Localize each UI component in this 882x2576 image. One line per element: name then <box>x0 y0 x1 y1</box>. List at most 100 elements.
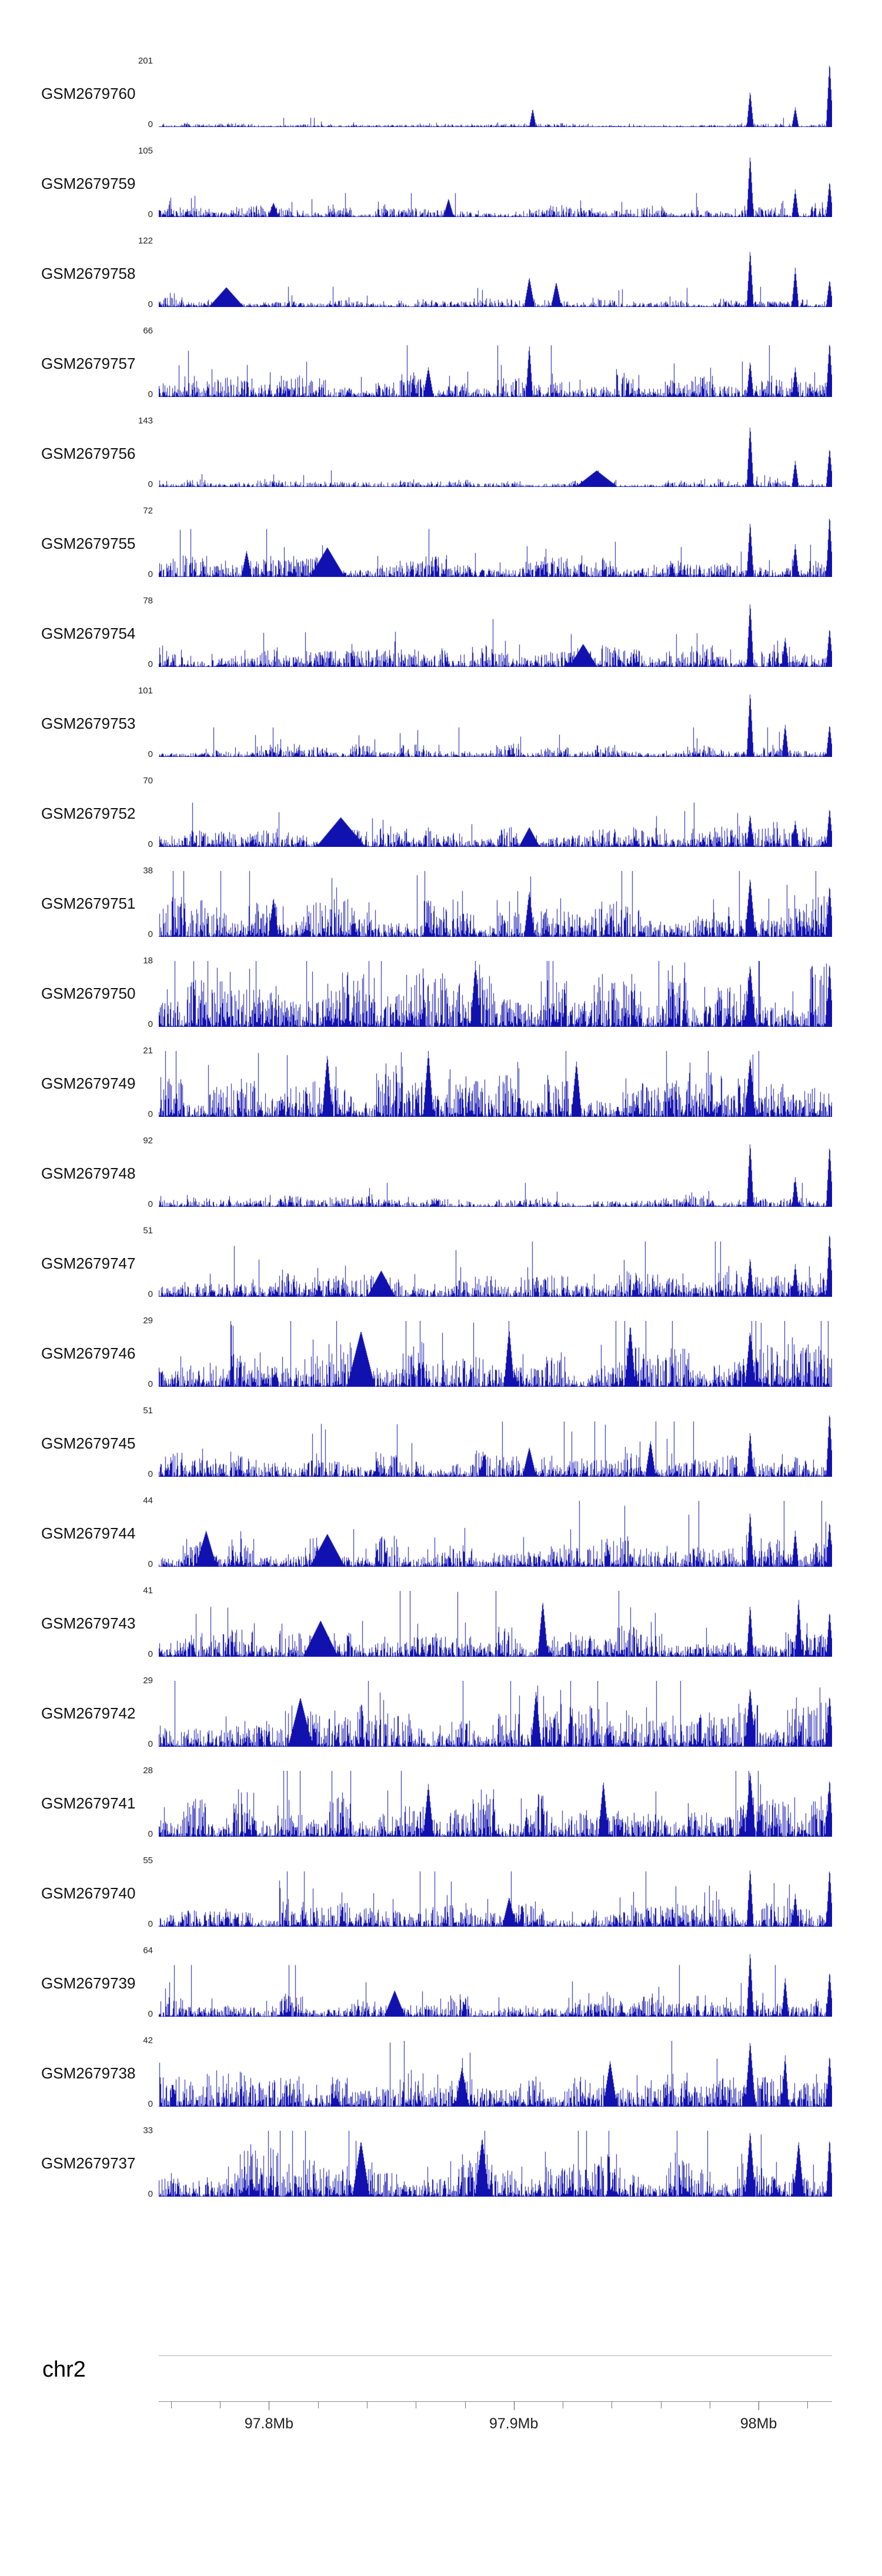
track-ymax-label: 42 <box>143 2036 153 2046</box>
ruler-tick <box>465 2401 466 2408</box>
signal-plot <box>159 781 832 847</box>
signal-plot <box>159 61 832 127</box>
track-ybase-label: 0 <box>148 1739 153 1749</box>
track-row: GSM2679753 101 0 <box>0 677 882 767</box>
ruler-tick <box>807 2401 808 2408</box>
track-ybase-label: 0 <box>148 929 153 939</box>
track-ymax-label: 78 <box>143 596 153 606</box>
track-label: GSM2679737 <box>41 2154 136 2172</box>
track-label: GSM2679756 <box>41 445 136 462</box>
track-ymax-label: 70 <box>143 776 153 786</box>
ruler-top-line <box>159 2355 832 2356</box>
signal-plot <box>159 511 832 577</box>
track-row: GSM2679747 51 0 <box>0 1217 882 1307</box>
track-label: GSM2679753 <box>41 715 136 732</box>
track-label: GSM2679758 <box>41 265 136 282</box>
track-ybase-label: 0 <box>148 1379 153 1389</box>
ruler-tick-label: 97.8Mb <box>244 2415 294 2432</box>
track-ymax-label: 51 <box>143 1406 153 1416</box>
track-ybase-label: 0 <box>148 119 153 129</box>
track-label: GSM2679750 <box>41 985 136 1002</box>
track-row: GSM2679756 143 0 <box>0 407 882 497</box>
track-ybase-label: 0 <box>148 2099 153 2109</box>
track-label: GSM2679742 <box>41 1704 136 1722</box>
track-ybase-label: 0 <box>148 1559 153 1569</box>
ruler-tick-label: 98Mb <box>740 2415 777 2432</box>
track-label: GSM2679752 <box>41 805 136 822</box>
track-ybase-label: 0 <box>148 1109 153 1119</box>
track-row: GSM2679744 44 0 <box>0 1487 882 1577</box>
signal-plot <box>159 421 832 487</box>
track-row: GSM2679746 29 0 <box>0 1307 882 1397</box>
track-ybase-label: 0 <box>148 1199 153 1209</box>
signal-plot <box>159 1141 832 1207</box>
ruler-line <box>159 2401 832 2402</box>
track-ybase-label: 0 <box>148 749 153 759</box>
track-label: GSM2679760 <box>41 85 136 102</box>
track-label: GSM2679744 <box>41 1524 136 1542</box>
track-ymax-label: 51 <box>143 1226 153 1236</box>
track-ybase-label: 0 <box>148 389 153 399</box>
track-row: GSM2679754 78 0 <box>0 587 882 677</box>
ruler-tick <box>366 2401 368 2408</box>
track-row: GSM2679750 18 0 <box>0 947 882 1037</box>
track-row: GSM2679751 38 0 <box>0 857 882 947</box>
track-label: GSM2679748 <box>41 1164 136 1182</box>
ruler-tick <box>171 2401 172 2408</box>
signal-plot <box>159 1501 832 1567</box>
track-ymax-label: 38 <box>143 866 153 876</box>
track-ymax-label: 64 <box>143 1946 153 1956</box>
track-label: GSM2679741 <box>41 1794 136 1812</box>
track-ymax-label: 201 <box>138 56 153 66</box>
track-row: GSM2679749 21 0 <box>0 1037 882 1127</box>
signal-plot <box>159 151 832 217</box>
track-label: GSM2679745 <box>41 1434 136 1452</box>
track-ymax-label: 122 <box>138 236 153 246</box>
track-ybase-label: 0 <box>148 2189 153 2199</box>
signal-plot <box>159 2131 832 2197</box>
signal-plot <box>159 1411 832 1477</box>
track-ybase-label: 0 <box>148 1469 153 1479</box>
signal-plot <box>159 871 832 937</box>
track-ymax-label: 29 <box>143 1316 153 1326</box>
track-ybase-label: 0 <box>148 1919 153 1929</box>
signal-plot <box>159 1321 832 1387</box>
track-label: GSM2679739 <box>41 1974 136 1992</box>
track-label: GSM2679751 <box>41 895 136 912</box>
track-ybase-label: 0 <box>148 1829 153 1839</box>
track-ymax-label: 55 <box>143 1856 153 1866</box>
chromosome-label: chr2 <box>42 2357 86 2382</box>
track-row: GSM2679745 51 0 <box>0 1397 882 1487</box>
signal-plot <box>159 601 832 667</box>
track-ybase-label: 0 <box>148 209 153 219</box>
signal-plot <box>159 1681 832 1747</box>
signal-plot <box>159 961 832 1027</box>
signal-plot <box>159 1771 832 1837</box>
track-ymax-label: 66 <box>143 326 153 336</box>
track-ybase-label: 0 <box>148 569 153 579</box>
track-label: GSM2679757 <box>41 355 136 372</box>
track-ybase-label: 0 <box>148 1019 153 1029</box>
track-ybase-label: 0 <box>148 1289 153 1299</box>
track-ymax-label: 21 <box>143 1046 153 1056</box>
track-ybase-label: 0 <box>148 2009 153 2019</box>
signal-plot <box>159 1951 832 2017</box>
track-ymax-label: 18 <box>143 956 153 966</box>
track-row: GSM2679760 201 0 <box>0 47 882 137</box>
track-label: GSM2679740 <box>41 1884 136 1902</box>
track-ymax-label: 143 <box>138 416 153 426</box>
signal-plot <box>159 1051 832 1117</box>
track-label: GSM2679759 <box>41 175 136 192</box>
track-ybase-label: 0 <box>148 479 153 489</box>
signal-plot <box>159 1231 832 1297</box>
track-ymax-label: 44 <box>143 1496 153 1506</box>
track-row: GSM2679743 41 0 <box>0 1577 882 1667</box>
track-ymax-label: 29 <box>143 1676 153 1686</box>
track-row: GSM2679748 92 0 <box>0 1127 882 1217</box>
track-label: GSM2679749 <box>41 1075 136 1092</box>
track-row: GSM2679755 72 0 <box>0 497 882 587</box>
track-ymax-label: 92 <box>143 1136 153 1146</box>
track-ymax-label: 28 <box>143 1766 153 1776</box>
signal-plot <box>159 241 832 307</box>
